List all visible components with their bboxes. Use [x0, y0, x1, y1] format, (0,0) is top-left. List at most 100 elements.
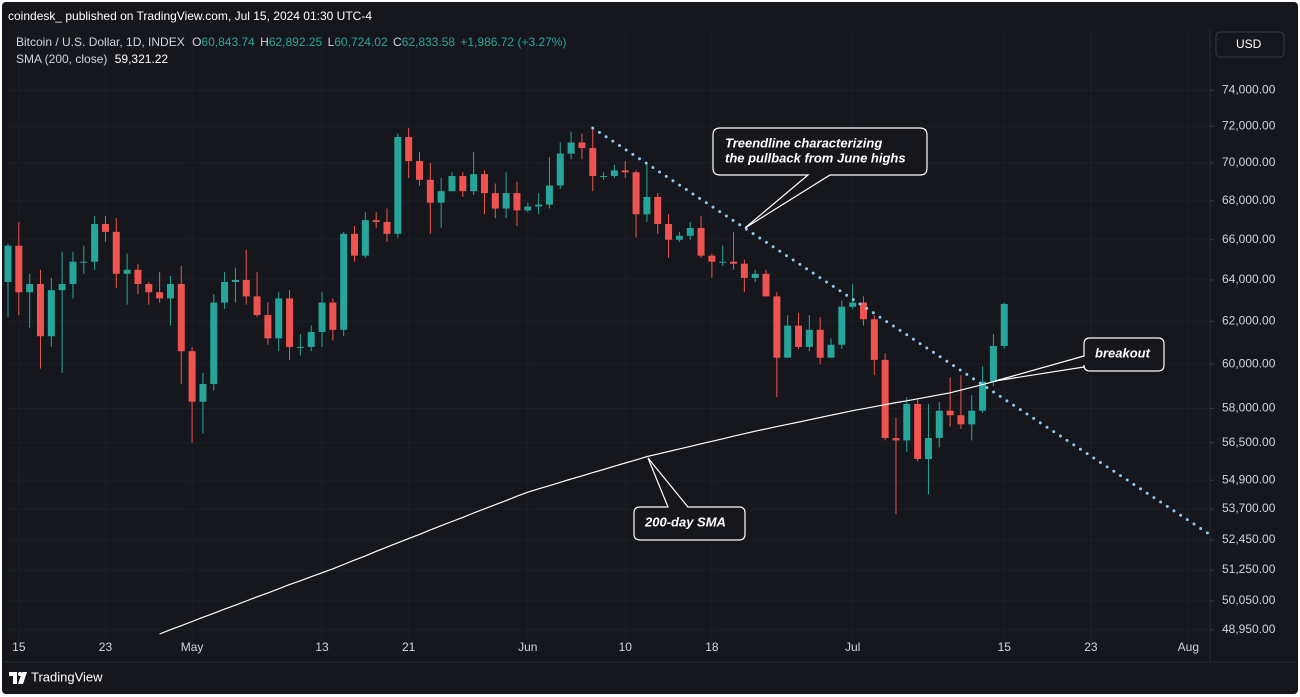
candle-body	[470, 174, 478, 192]
candle-body	[968, 410, 976, 425]
candle-body	[881, 359, 889, 439]
candle-body	[719, 261, 727, 263]
x-tick-label: 13	[315, 640, 329, 654]
callout-breakout: breakout	[994, 337, 1165, 382]
candle-body	[329, 302, 337, 330]
currency-label[interactable]: USD	[1236, 37, 1262, 51]
y-tick-label: 60,000.00	[1222, 356, 1276, 370]
candle-body	[665, 224, 673, 240]
currency-button[interactable]	[1215, 31, 1285, 58]
candle-body	[47, 290, 55, 337]
candle-body	[762, 273, 770, 297]
candle-body	[751, 273, 759, 278]
x-tick-label: 15	[998, 640, 1012, 654]
x-tick-label: Jul	[845, 640, 860, 654]
y-tick-label: 62,000.00	[1222, 314, 1276, 328]
candle-body	[491, 193, 499, 209]
y-tick-label: 68,000.00	[1222, 193, 1276, 207]
callout-box	[633, 457, 746, 541]
candle-body	[405, 137, 413, 162]
candle-body	[58, 284, 66, 291]
candle-body	[145, 284, 153, 293]
callout-text: Treendline characterizing	[725, 135, 882, 150]
candle-body	[351, 233, 359, 256]
y-tick-label: 66,000.00	[1222, 232, 1276, 246]
y-tick-label: 48,950.00	[1222, 622, 1276, 636]
y-tick-label: 53,700.00	[1222, 501, 1276, 515]
candle-body	[924, 438, 932, 459]
candle-body	[437, 191, 445, 203]
callout-box	[994, 337, 1165, 382]
candle-body	[892, 438, 900, 441]
candle-body	[307, 331, 315, 347]
candle-body	[686, 227, 694, 236]
logo: TradingView	[9, 669, 103, 684]
candle-body	[524, 206, 532, 211]
candle-body	[134, 269, 142, 285]
candle-body	[69, 261, 77, 285]
candle-body	[286, 298, 294, 347]
candle-body	[545, 185, 553, 205]
candle-body	[859, 302, 867, 320]
candle-body	[610, 170, 618, 177]
callout-sma: 200-day SMA	[633, 457, 746, 541]
candle-body	[567, 142, 575, 154]
ohlc-letter: C	[393, 35, 402, 49]
candle-body	[26, 284, 34, 293]
candle-body	[221, 281, 229, 303]
candle-body	[1000, 303, 1008, 346]
candle-body	[318, 302, 326, 332]
candle-body	[101, 224, 109, 232]
candle-body	[112, 231, 120, 274]
axes: 74,000.00 72,000.00 70,000.00 68,000.00 66,0…	[12, 83, 1276, 655]
logo-icon	[9, 672, 27, 684]
candle-body	[372, 220, 380, 223]
y-tick-label: 52,450.00	[1222, 532, 1276, 546]
candle-body	[654, 196, 662, 225]
sma-legend: SMA (200, close) 59,321.22	[16, 52, 168, 66]
x-tick-label: 23	[1084, 640, 1098, 654]
ohlc-letter: H	[260, 35, 269, 49]
x-tick-label: 10	[619, 640, 633, 654]
ohlc-value: 60,843.74	[201, 35, 255, 49]
ohlc-value: 62,833.58	[402, 35, 456, 49]
candle-body	[415, 161, 423, 180]
candle-body	[231, 279, 239, 282]
candle-body	[795, 325, 803, 347]
grid	[8, 30, 1210, 648]
candle-body	[253, 296, 261, 316]
ohlc-value: 62,892.25	[269, 35, 323, 49]
x-tick-label: Aug	[1178, 640, 1199, 654]
candle-body	[708, 255, 716, 262]
candle-body	[426, 179, 434, 203]
legend-line: Bitcoin / U.S. Dollar, 1D, INDEX O60,843…	[16, 35, 566, 49]
publisher: coindesk_ published on TradingView.com, …	[8, 9, 372, 23]
y-tick-label: 64,000.00	[1222, 272, 1276, 286]
logo-text: TradingView	[31, 669, 103, 684]
candle-body	[188, 351, 196, 402]
candle-body	[91, 224, 99, 262]
sma-value: 59,321.22	[115, 52, 169, 66]
ohlc-letter: O	[192, 35, 201, 49]
candle-body	[838, 306, 846, 345]
candle-body	[632, 172, 640, 215]
candle-body	[535, 204, 543, 207]
candle-body	[80, 261, 88, 263]
candle-body	[989, 346, 997, 382]
candle-body	[480, 174, 488, 194]
candle-body	[166, 284, 174, 299]
candle-body	[914, 403, 922, 459]
candle-body	[242, 279, 250, 297]
candle-body	[556, 153, 564, 186]
y-tick-label: 56,500.00	[1222, 435, 1276, 449]
y-tick-label: 54,900.00	[1222, 472, 1276, 486]
candle-body	[199, 383, 207, 402]
candle-body	[383, 222, 391, 234]
candle-body	[264, 315, 272, 339]
callout-text: breakout	[1095, 345, 1151, 360]
candle-body	[946, 410, 954, 416]
candle-body	[275, 298, 283, 339]
y-tick-label: 51,250.00	[1222, 562, 1276, 576]
